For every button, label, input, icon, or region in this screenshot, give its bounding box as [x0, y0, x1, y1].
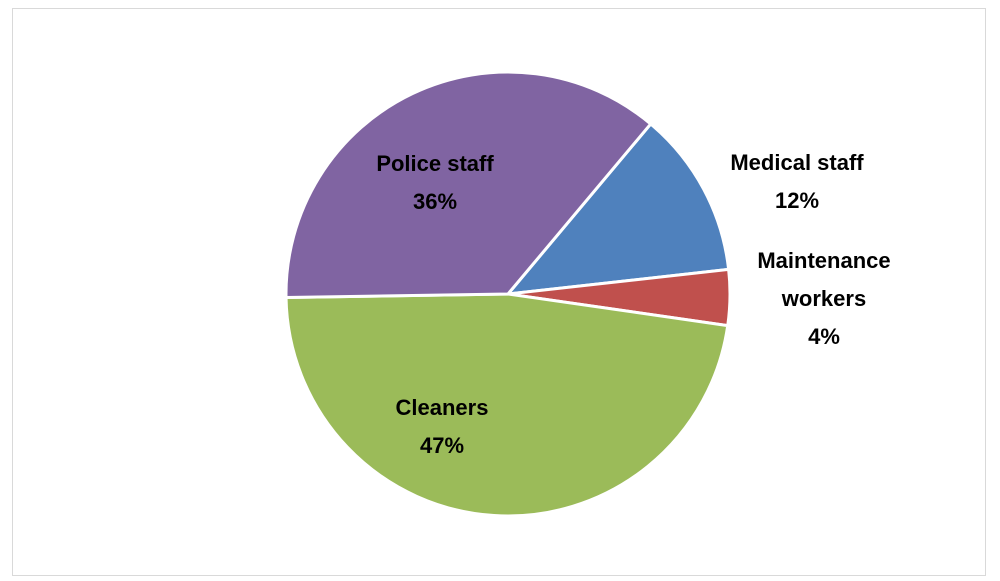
- pie-slice-cleaners: [284, 292, 730, 518]
- pie-slice-police-staff: [284, 70, 653, 300]
- data-label-medical-staff: Medical staff 12%: [730, 150, 864, 213]
- data-label-police-staff: Police staff 36%: [376, 151, 494, 214]
- data-label-maintenance-workers: Maintenance workers 4%: [757, 248, 890, 349]
- pie-slice-medical-staff: [504, 121, 731, 296]
- data-label-cleaners: Cleaners 47%: [396, 395, 489, 458]
